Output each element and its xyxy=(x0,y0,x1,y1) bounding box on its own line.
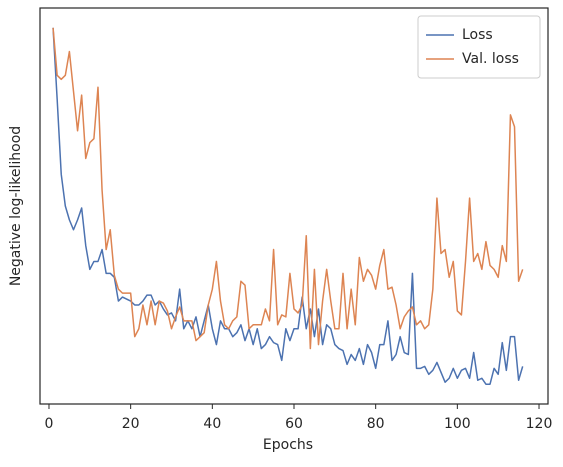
line-series xyxy=(52,27,524,385)
x-tick-label: 120 xyxy=(526,416,553,432)
plot-frame xyxy=(39,7,549,405)
y-axis-label: Negative log-likelihood xyxy=(8,126,24,286)
line-series xyxy=(52,27,524,350)
x-tick-label: 40 xyxy=(203,416,221,432)
legend-label: Loss xyxy=(462,27,493,43)
x-axis-label: Epochs xyxy=(263,437,313,453)
legend-label: Val. loss xyxy=(462,51,519,67)
x-tick-label: 20 xyxy=(122,416,140,432)
legend-box xyxy=(417,15,541,79)
x-tick-label: 100 xyxy=(444,416,471,432)
x-tick-label: 60 xyxy=(285,416,303,432)
x-tick-label: 0 xyxy=(45,416,54,432)
x-tick-label: 80 xyxy=(367,416,385,432)
